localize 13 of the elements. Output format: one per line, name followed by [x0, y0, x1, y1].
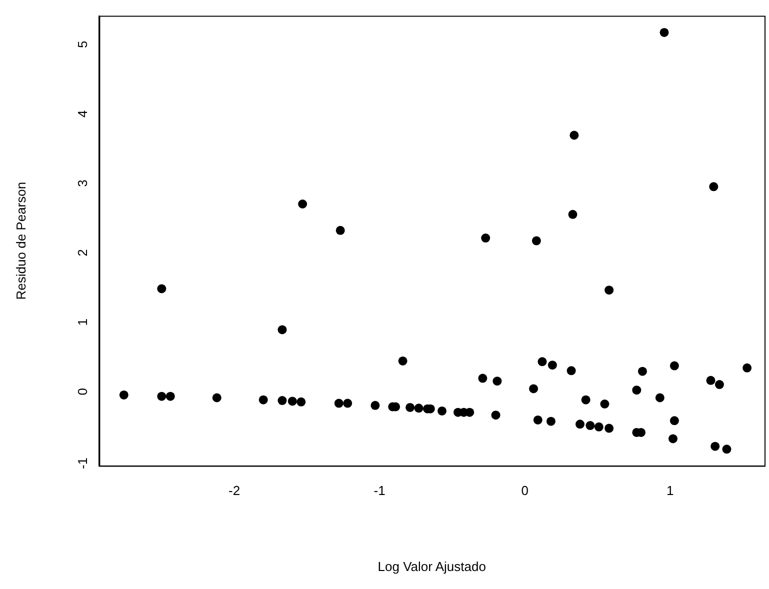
x-tick-label: -2 — [228, 483, 240, 498]
y-tick-label: 5 — [74, 40, 90, 48]
y-tick-label: 0 — [74, 388, 90, 396]
x-tick-label: -1 — [374, 483, 386, 498]
y-tick-label: 4 — [74, 110, 90, 118]
y-tick-label: 3 — [74, 180, 90, 187]
y-tick-label: 2 — [74, 249, 90, 256]
y-axis-title: Residuo de Pearson — [13, 182, 28, 300]
x-tick-label: 0 — [521, 483, 528, 498]
x-tick-label: 1 — [666, 483, 674, 498]
x-axis-title: Log Valor Ajustado — [378, 558, 486, 574]
y-tick-label: 1 — [74, 318, 90, 326]
y-tick-label: -1 — [74, 457, 90, 470]
